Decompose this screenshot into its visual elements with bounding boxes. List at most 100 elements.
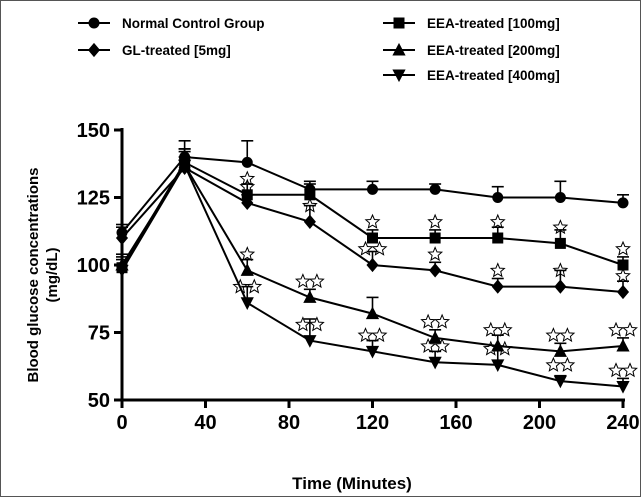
significance-star: [496, 340, 513, 356]
legend-marker: [393, 17, 405, 29]
significance-star: [434, 313, 451, 329]
significance-star: [608, 321, 624, 337]
significance-star: [371, 327, 388, 343]
data-point: [554, 237, 566, 249]
data-point: [303, 335, 317, 348]
significance-star: [364, 213, 381, 229]
data-point: [428, 356, 442, 370]
significance-star: [427, 246, 444, 262]
data-point: [303, 214, 316, 229]
data-point: [240, 297, 254, 310]
data-point: [115, 230, 129, 246]
significance-star: [239, 246, 256, 262]
data-point: [367, 232, 378, 244]
significance-star: [357, 327, 374, 343]
legend-label: EEA-treated [400mg]: [427, 68, 560, 83]
series-4: [115, 150, 638, 357]
significance-star: [371, 240, 388, 256]
data-point: [241, 195, 254, 211]
data-point: [365, 306, 380, 320]
data-point: [241, 156, 253, 168]
x-tick-label: 40: [194, 412, 216, 434]
y-tick-label: 100: [77, 255, 110, 277]
data-point: [365, 345, 380, 359]
data-point: [428, 330, 442, 344]
chart-series: [115, 140, 638, 394]
significance-star: [308, 316, 325, 332]
x-tick-label: 80: [278, 412, 300, 434]
series-5: [115, 148, 638, 394]
significance-star: [427, 213, 444, 229]
y-tick-label: 125: [77, 188, 110, 210]
significance-star: [552, 262, 569, 278]
chart-legend: Normal Control Group EEA-treated [100mg] G…: [78, 16, 560, 83]
significance-star: [615, 267, 631, 283]
data-point: [429, 183, 441, 195]
legend-marker: [88, 17, 100, 29]
y-axis-title-line-1: Blood glucose concentrations: [25, 167, 42, 382]
data-point: [429, 263, 442, 278]
data-point: [429, 232, 441, 244]
x-tick-label: 0: [116, 412, 127, 434]
significance-star: [552, 219, 569, 235]
data-point: [617, 259, 629, 271]
legend-label: Normal Control Group: [122, 16, 265, 31]
significance-star: [545, 356, 562, 372]
significance-star: [545, 327, 562, 343]
data-point: [366, 257, 379, 273]
y-tick-label: 75: [88, 323, 110, 345]
data-point: [492, 232, 504, 244]
chart-axes: 50 75 100 125 150 0 40 80 120 160 200 240: [77, 120, 640, 434]
x-tick-label: 120: [356, 412, 389, 434]
legend-label: EEA-treated [200mg]: [427, 43, 560, 58]
data-point: [554, 279, 567, 294]
x-tick-label: 240: [606, 412, 639, 434]
significance-star: [308, 273, 325, 289]
data-point: [240, 263, 254, 276]
data-point: [491, 338, 505, 352]
series-1: [116, 140, 629, 239]
legend-label: GL-treated [5mg]: [122, 43, 231, 58]
data-point: [554, 192, 566, 203]
data-point: [491, 359, 505, 373]
significance-star: [246, 278, 263, 294]
data-point: [616, 284, 630, 300]
data-point: [616, 381, 630, 394]
data-point: [492, 192, 504, 203]
significance-star: [434, 337, 451, 353]
significance-star: [301, 197, 318, 213]
legend-label: EEA-treated [100mg]: [427, 16, 560, 31]
data-point: [304, 189, 316, 201]
legend-item-1: Normal Control Group: [78, 16, 265, 31]
significance-star: [239, 178, 256, 194]
data-point: [617, 197, 629, 209]
data-point: [303, 290, 317, 303]
significance-star: [496, 321, 513, 337]
legend-marker: [392, 69, 406, 83]
legend-item-5: EEA-treated [400mg]: [383, 68, 560, 83]
significance-star: [294, 273, 311, 289]
significance-star: [489, 262, 506, 278]
series-3: [115, 156, 631, 300]
data-point: [367, 183, 378, 195]
x-tick-label: 160: [439, 412, 472, 434]
y-axis-title-line-2: (mg/dL): [44, 248, 61, 303]
y-tick-label: 50: [88, 390, 110, 412]
data-point: [553, 375, 567, 389]
data-point: [616, 338, 630, 352]
data-point: [178, 159, 192, 173]
legend-item-2: EEA-treated [100mg]: [383, 16, 560, 31]
significance-star: [559, 356, 576, 372]
significance-star: [357, 240, 374, 256]
significance-star: [482, 340, 499, 356]
significance-star: [489, 213, 506, 229]
significance-star: [294, 316, 311, 332]
legend-marker: [87, 42, 101, 58]
significance-star: [232, 278, 249, 294]
y-tick-label: 150: [77, 120, 110, 142]
x-axis-title: Time (Minutes): [292, 474, 412, 493]
data-point: [115, 264, 129, 278]
x-tick-label: 200: [523, 412, 556, 434]
significance-star: [622, 321, 638, 337]
legend-marker: [392, 42, 406, 56]
